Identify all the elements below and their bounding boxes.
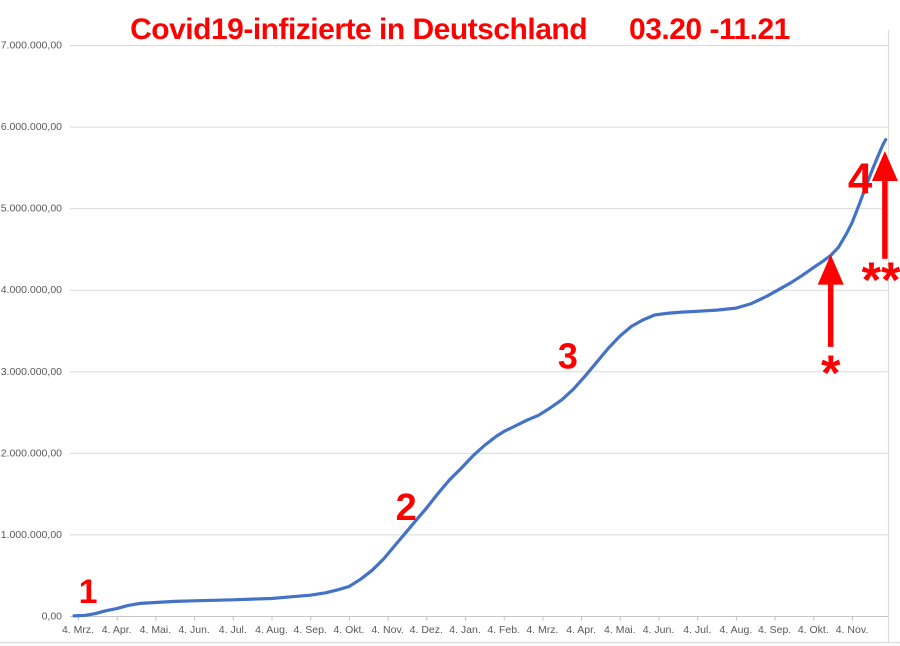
x-axis-tick-label: 4. Aug. — [720, 624, 753, 636]
x-axis-tick-label: 4. Apr. — [102, 624, 132, 636]
y-axis-tick-label: 6.000.000,00 — [1, 121, 62, 133]
y-axis-tick-label: 0,00 — [42, 611, 63, 623]
y-axis-tick-label: 1.000.000,00 — [1, 529, 62, 541]
y-axis-tick-label: 4.000.000,00 — [1, 284, 62, 296]
wave-annotation-starstar: ** — [862, 252, 900, 308]
x-axis-tick-label: 4. Mrz. — [526, 624, 558, 636]
x-axis-tick-label: 4. Jan. — [449, 624, 481, 636]
chart-title: Covid19-infizierte in Deutschland 03.20 -… — [10, 13, 900, 47]
annotation-arrow-head — [871, 151, 898, 182]
x-axis-tick-label: 4. Jul. — [219, 624, 247, 636]
annotation-arrow-head — [817, 254, 844, 285]
x-axis-tick-label: 4. Dez. — [410, 624, 443, 636]
x-axis-tick-label: 4. Okt. — [798, 624, 829, 636]
x-axis-tick-label: 4. Mrz. — [62, 624, 94, 636]
chart-title-range: 03.20 -11.21 — [629, 13, 790, 46]
y-axis-tick-label: 3.000.000,00 — [1, 366, 62, 378]
x-axis-tick-label: 4. Jun. — [178, 624, 210, 636]
wave-annotation-3: 3 — [558, 335, 578, 376]
x-axis-tick-label: 4. Nov. — [371, 624, 403, 636]
x-axis-tick-label: 4. Nov. — [836, 624, 868, 636]
x-axis-tick-label: 4. Jul. — [683, 624, 711, 636]
x-axis-tick-label: 4. Okt. — [333, 624, 364, 636]
wave-annotation-star: * — [821, 345, 841, 401]
x-axis-tick-label: 4. Mai. — [140, 624, 172, 636]
y-axis-tick-label: 2.000.000,00 — [1, 447, 62, 459]
wave-annotation-4: 4 — [848, 155, 873, 204]
wave-annotation-1: 1 — [79, 573, 98, 611]
x-axis-tick-label: 4. Mai. — [604, 624, 636, 636]
covid-cases-line — [72, 138, 888, 618]
x-axis-tick-label: 4. Sep. — [758, 624, 791, 636]
chart-title-main: Covid19-infizierte in Deutschland — [130, 13, 588, 46]
x-axis-tick-label: 4. Jun. — [643, 624, 675, 636]
x-axis-tick-label: 4. Aug. — [255, 624, 288, 636]
x-axis-tick-label: 4. Sep. — [294, 624, 327, 636]
x-axis-tick-label: 4. Feb. — [487, 624, 520, 636]
x-axis-tick-label: 4. Apr. — [566, 624, 596, 636]
wave-annotation-2: 2 — [396, 487, 417, 529]
y-axis-tick-label: 7.000.000,00 — [1, 40, 62, 52]
y-axis-tick-label: 5.000.000,00 — [1, 203, 62, 215]
